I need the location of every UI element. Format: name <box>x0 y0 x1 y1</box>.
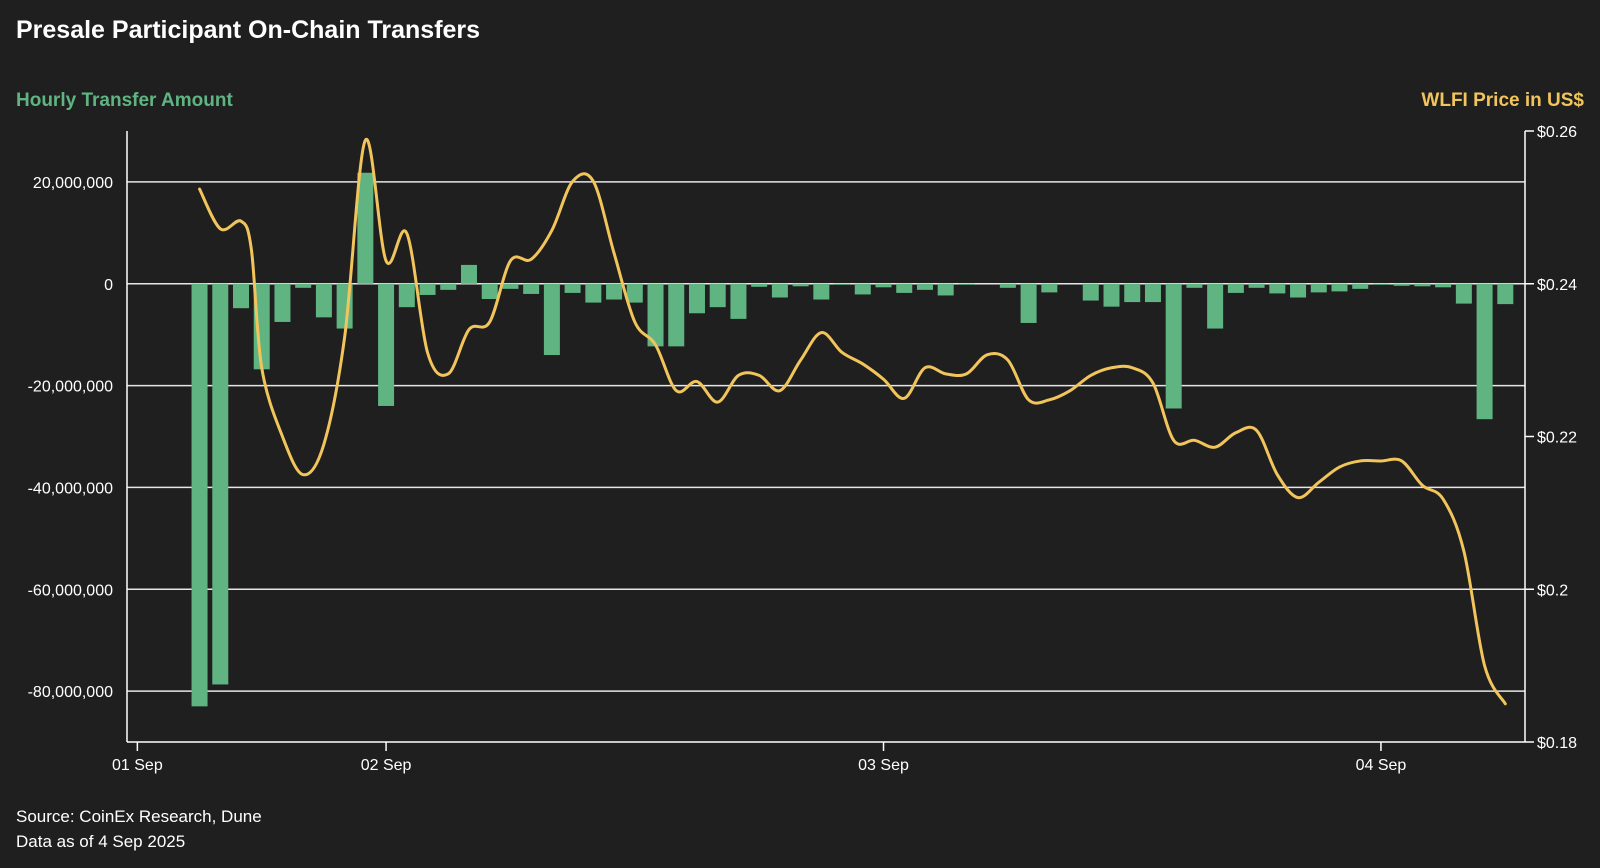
bar-30 <box>813 283 830 300</box>
x-tick-label-1: 02 Sep <box>361 757 412 774</box>
bar-45 <box>1165 283 1182 409</box>
left-tick-label-1: 0 <box>104 277 113 294</box>
bar-46 <box>1186 283 1203 288</box>
x-axis-ticks: 01 Sep 02 Sep 03 Sep 04 Sep <box>112 742 1406 774</box>
chart-title: Presale Participant On-Chain Transfers <box>16 16 480 44</box>
bar-16 <box>523 283 540 294</box>
bar-36 <box>937 283 954 296</box>
bar-59 <box>1455 283 1472 304</box>
right-tick-label-1: $0.24 <box>1537 277 1577 294</box>
bar-32 <box>854 283 871 295</box>
bar-31 <box>834 283 851 285</box>
right-tick-label-3: $0.2 <box>1537 582 1568 599</box>
bar-47 <box>1207 283 1224 329</box>
right-tick-label-0: $0.26 <box>1537 124 1577 141</box>
bar-44 <box>1144 283 1161 303</box>
bar-1 <box>212 283 229 685</box>
bar-20 <box>606 283 623 300</box>
right-tick-label-2: $0.22 <box>1537 430 1577 447</box>
bar-25 <box>709 283 726 308</box>
bar-53 <box>1331 283 1348 292</box>
right-axis-ticks: $0.26 $0.24 $0.22 $0.2 $0.18 <box>1525 124 1577 752</box>
bar-12 <box>440 283 457 290</box>
price-line <box>198 137 1507 706</box>
bar-series <box>191 172 1514 707</box>
bar-24 <box>688 283 705 314</box>
bar-34 <box>896 283 913 293</box>
right-tick-label-4: $0.18 <box>1537 735 1577 752</box>
bar-35 <box>916 283 933 290</box>
bar-13 <box>460 264 477 284</box>
bar-11 <box>419 283 436 295</box>
bar-6 <box>315 283 332 318</box>
bar-54 <box>1352 283 1369 289</box>
bar-52 <box>1310 283 1327 293</box>
bar-51 <box>1290 283 1307 298</box>
left-tick-label-0: 20,000,000 <box>33 175 113 192</box>
x-tick-label-0: 01 Sep <box>112 757 163 774</box>
bar-33 <box>875 283 892 288</box>
bar-39 <box>1020 283 1037 323</box>
price-line-series <box>198 137 1507 706</box>
bar-8 <box>357 172 374 284</box>
left-tick-label-3: -40,000,000 <box>28 480 114 497</box>
bar-58 <box>1435 283 1452 288</box>
bar-15 <box>502 283 519 289</box>
bar-61 <box>1497 283 1514 305</box>
bar-5 <box>295 283 312 288</box>
data-as-of-note: Data as of 4 Sep 2025 <box>16 832 185 851</box>
gridlines <box>127 181 1525 692</box>
bar-2 <box>232 283 249 309</box>
bar-18 <box>564 283 581 293</box>
bar-43 <box>1124 283 1141 303</box>
bar-50 <box>1269 283 1286 294</box>
bar-26 <box>730 283 747 319</box>
bar-23 <box>668 283 685 347</box>
bar-17 <box>543 283 560 356</box>
bar-48 <box>1227 283 1244 293</box>
left-tick-label-4: -60,000,000 <box>28 582 114 599</box>
bar-21 <box>626 283 643 303</box>
axes <box>126 131 1526 743</box>
bar-41 <box>1082 283 1099 301</box>
left-tick-label-5: -80,000,000 <box>28 684 114 701</box>
bar-37 <box>958 283 975 285</box>
right-axis-title: WLFI Price in US$ <box>1421 90 1584 111</box>
bar-28 <box>771 283 788 298</box>
bar-22 <box>647 283 664 347</box>
bar-40 <box>1041 283 1058 293</box>
bar-56 <box>1393 283 1410 286</box>
x-tick-label-3: 04 Sep <box>1356 757 1407 774</box>
bar-27 <box>751 283 768 287</box>
bar-3 <box>253 283 270 370</box>
bar-60 <box>1476 283 1493 420</box>
left-axis-ticks: 20,000,000 0 -20,000,000 -40,000,000 -60,000… <box>28 175 114 701</box>
bar-55 <box>1372 283 1389 285</box>
bar-57 <box>1414 283 1431 287</box>
source-note: Source: CoinEx Research, Dune <box>16 807 262 826</box>
bar-0 <box>191 283 208 707</box>
bar-19 <box>585 283 602 303</box>
bar-38 <box>999 283 1016 288</box>
bar-9 <box>378 283 395 406</box>
bar-49 <box>1248 283 1265 288</box>
bar-4 <box>274 283 291 322</box>
bar-10 <box>398 283 415 308</box>
bar-29 <box>792 283 809 287</box>
left-tick-label-2: -20,000,000 <box>28 379 114 396</box>
left-axis-title: Hourly Transfer Amount <box>16 90 233 111</box>
x-tick-label-2: 03 Sep <box>858 757 909 774</box>
bar-42 <box>1103 283 1120 307</box>
bar-14 <box>481 283 498 300</box>
